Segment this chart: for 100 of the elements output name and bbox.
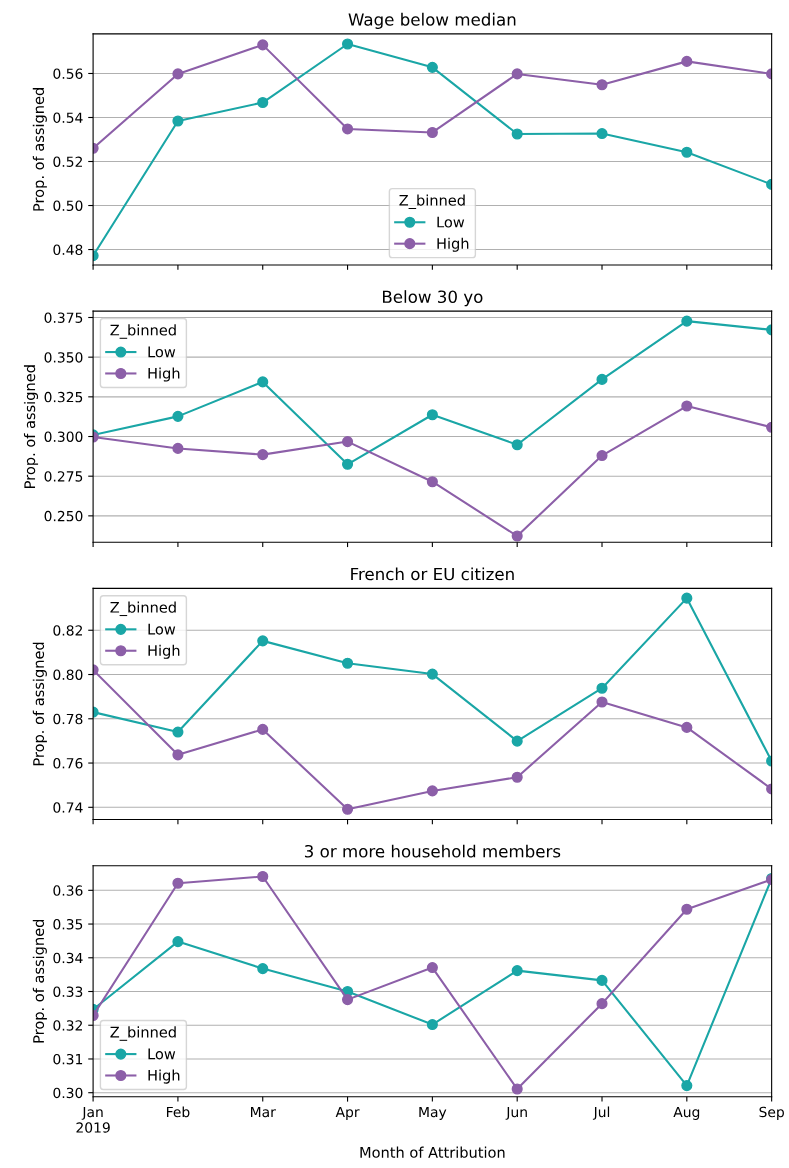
point xyxy=(426,785,438,797)
point xyxy=(426,476,438,488)
y-tick-label: 0.375 xyxy=(44,312,83,323)
point xyxy=(511,128,523,140)
chart-title: 3 or more household members xyxy=(304,844,561,858)
y-tick-label: 0.31 xyxy=(53,1053,83,1065)
legend-label: Low xyxy=(437,216,465,228)
point xyxy=(426,1019,438,1031)
point xyxy=(426,61,438,73)
y-axis-title: Prop. of assigned xyxy=(32,919,47,1043)
chart-title: Wage below median xyxy=(348,12,516,29)
point xyxy=(511,965,523,977)
x-tick-label: Apr xyxy=(335,1106,360,1120)
point xyxy=(681,146,693,158)
legend-title: Z_binned xyxy=(399,194,465,209)
point xyxy=(511,735,523,747)
point xyxy=(341,803,354,815)
point xyxy=(341,458,354,470)
legend-label: Low xyxy=(148,1048,176,1060)
point xyxy=(511,530,523,542)
x-tick-label: Jul xyxy=(592,1106,610,1120)
point xyxy=(681,55,693,67)
y-tick-label: 0.56 xyxy=(53,68,83,79)
point xyxy=(257,39,269,51)
legend-label: Low xyxy=(148,346,176,358)
y-tick-label: 0.36 xyxy=(53,885,83,896)
point xyxy=(681,903,693,915)
legend-label: High xyxy=(437,237,469,252)
y-tick-label: 0.78 xyxy=(53,713,83,725)
y-tick-label: 0.48 xyxy=(53,244,83,255)
point xyxy=(596,450,608,462)
y-tick-label: 0.300 xyxy=(44,431,83,442)
point xyxy=(681,400,693,412)
point xyxy=(681,315,693,327)
y-tick-label: 0.80 xyxy=(53,669,83,680)
point xyxy=(596,79,608,91)
point xyxy=(341,657,354,669)
point xyxy=(257,96,269,109)
point xyxy=(341,38,354,50)
point xyxy=(172,115,184,127)
y-tick-label: 0.33 xyxy=(53,986,83,997)
point xyxy=(596,373,608,385)
point xyxy=(511,1083,523,1095)
legend-title: Z_binned xyxy=(110,1026,176,1041)
x-tick-label: Sep xyxy=(759,1106,784,1120)
point xyxy=(681,592,693,604)
point xyxy=(596,974,608,986)
y-tick-label: 0.32 xyxy=(53,1020,82,1031)
point xyxy=(426,126,438,139)
point xyxy=(511,68,523,80)
point xyxy=(681,721,693,733)
x-tick-label: Mar xyxy=(251,1106,276,1118)
point xyxy=(426,409,438,421)
point xyxy=(511,771,523,783)
y-tick-label: 0.76 xyxy=(53,758,83,769)
x-tick-label: Jan 2019 xyxy=(76,1106,110,1133)
legend-title: Z_binned xyxy=(110,601,176,617)
x-tick-label: Jun xyxy=(505,1106,527,1120)
point xyxy=(257,635,269,647)
y-tick-label: 0.82 xyxy=(53,625,82,636)
point xyxy=(257,376,269,388)
legend-label: High xyxy=(148,367,180,382)
chart-title: French or EU citizen xyxy=(351,567,514,581)
point xyxy=(257,449,269,461)
point xyxy=(341,123,354,135)
legend-label: High xyxy=(148,644,180,659)
y-tick-label: 0.30 xyxy=(53,1087,83,1099)
y-tick-label: 0.275 xyxy=(44,471,83,482)
legend-label: High xyxy=(148,1069,180,1084)
point xyxy=(341,994,354,1006)
point xyxy=(426,962,438,974)
y-axis-title: Prop. of assigned xyxy=(32,642,47,766)
x-tick-label: May xyxy=(419,1106,447,1120)
point xyxy=(172,442,184,454)
y-tick-label: 0.250 xyxy=(44,510,83,522)
y-tick-label: 0.35 xyxy=(53,919,83,930)
x-tick-label: Feb xyxy=(166,1106,190,1118)
point xyxy=(596,128,608,140)
point xyxy=(172,936,184,948)
point xyxy=(596,696,608,708)
point xyxy=(172,68,184,80)
y-tick-label: 0.34 xyxy=(53,952,83,964)
y-tick-label: 0.52 xyxy=(53,156,82,167)
chart-title: Below 30 yo xyxy=(383,290,483,307)
y-tick-label: 0.54 xyxy=(53,112,83,123)
y-tick-label: 0.50 xyxy=(53,200,83,211)
point xyxy=(511,439,523,451)
point xyxy=(172,877,184,889)
point xyxy=(257,963,269,975)
point xyxy=(172,410,184,422)
point xyxy=(596,998,608,1010)
x-tick-label: Aug xyxy=(673,1106,700,1120)
y-axis-title: Prop. of assigned xyxy=(23,365,39,488)
x-axis-title: Month of Attribution xyxy=(360,1146,505,1158)
legend-title: Z_binned xyxy=(110,324,176,339)
y-tick-label: 0.350 xyxy=(44,352,83,363)
point xyxy=(596,682,608,694)
legend-label: Low xyxy=(148,623,176,635)
point xyxy=(341,436,354,448)
point xyxy=(681,1080,693,1092)
